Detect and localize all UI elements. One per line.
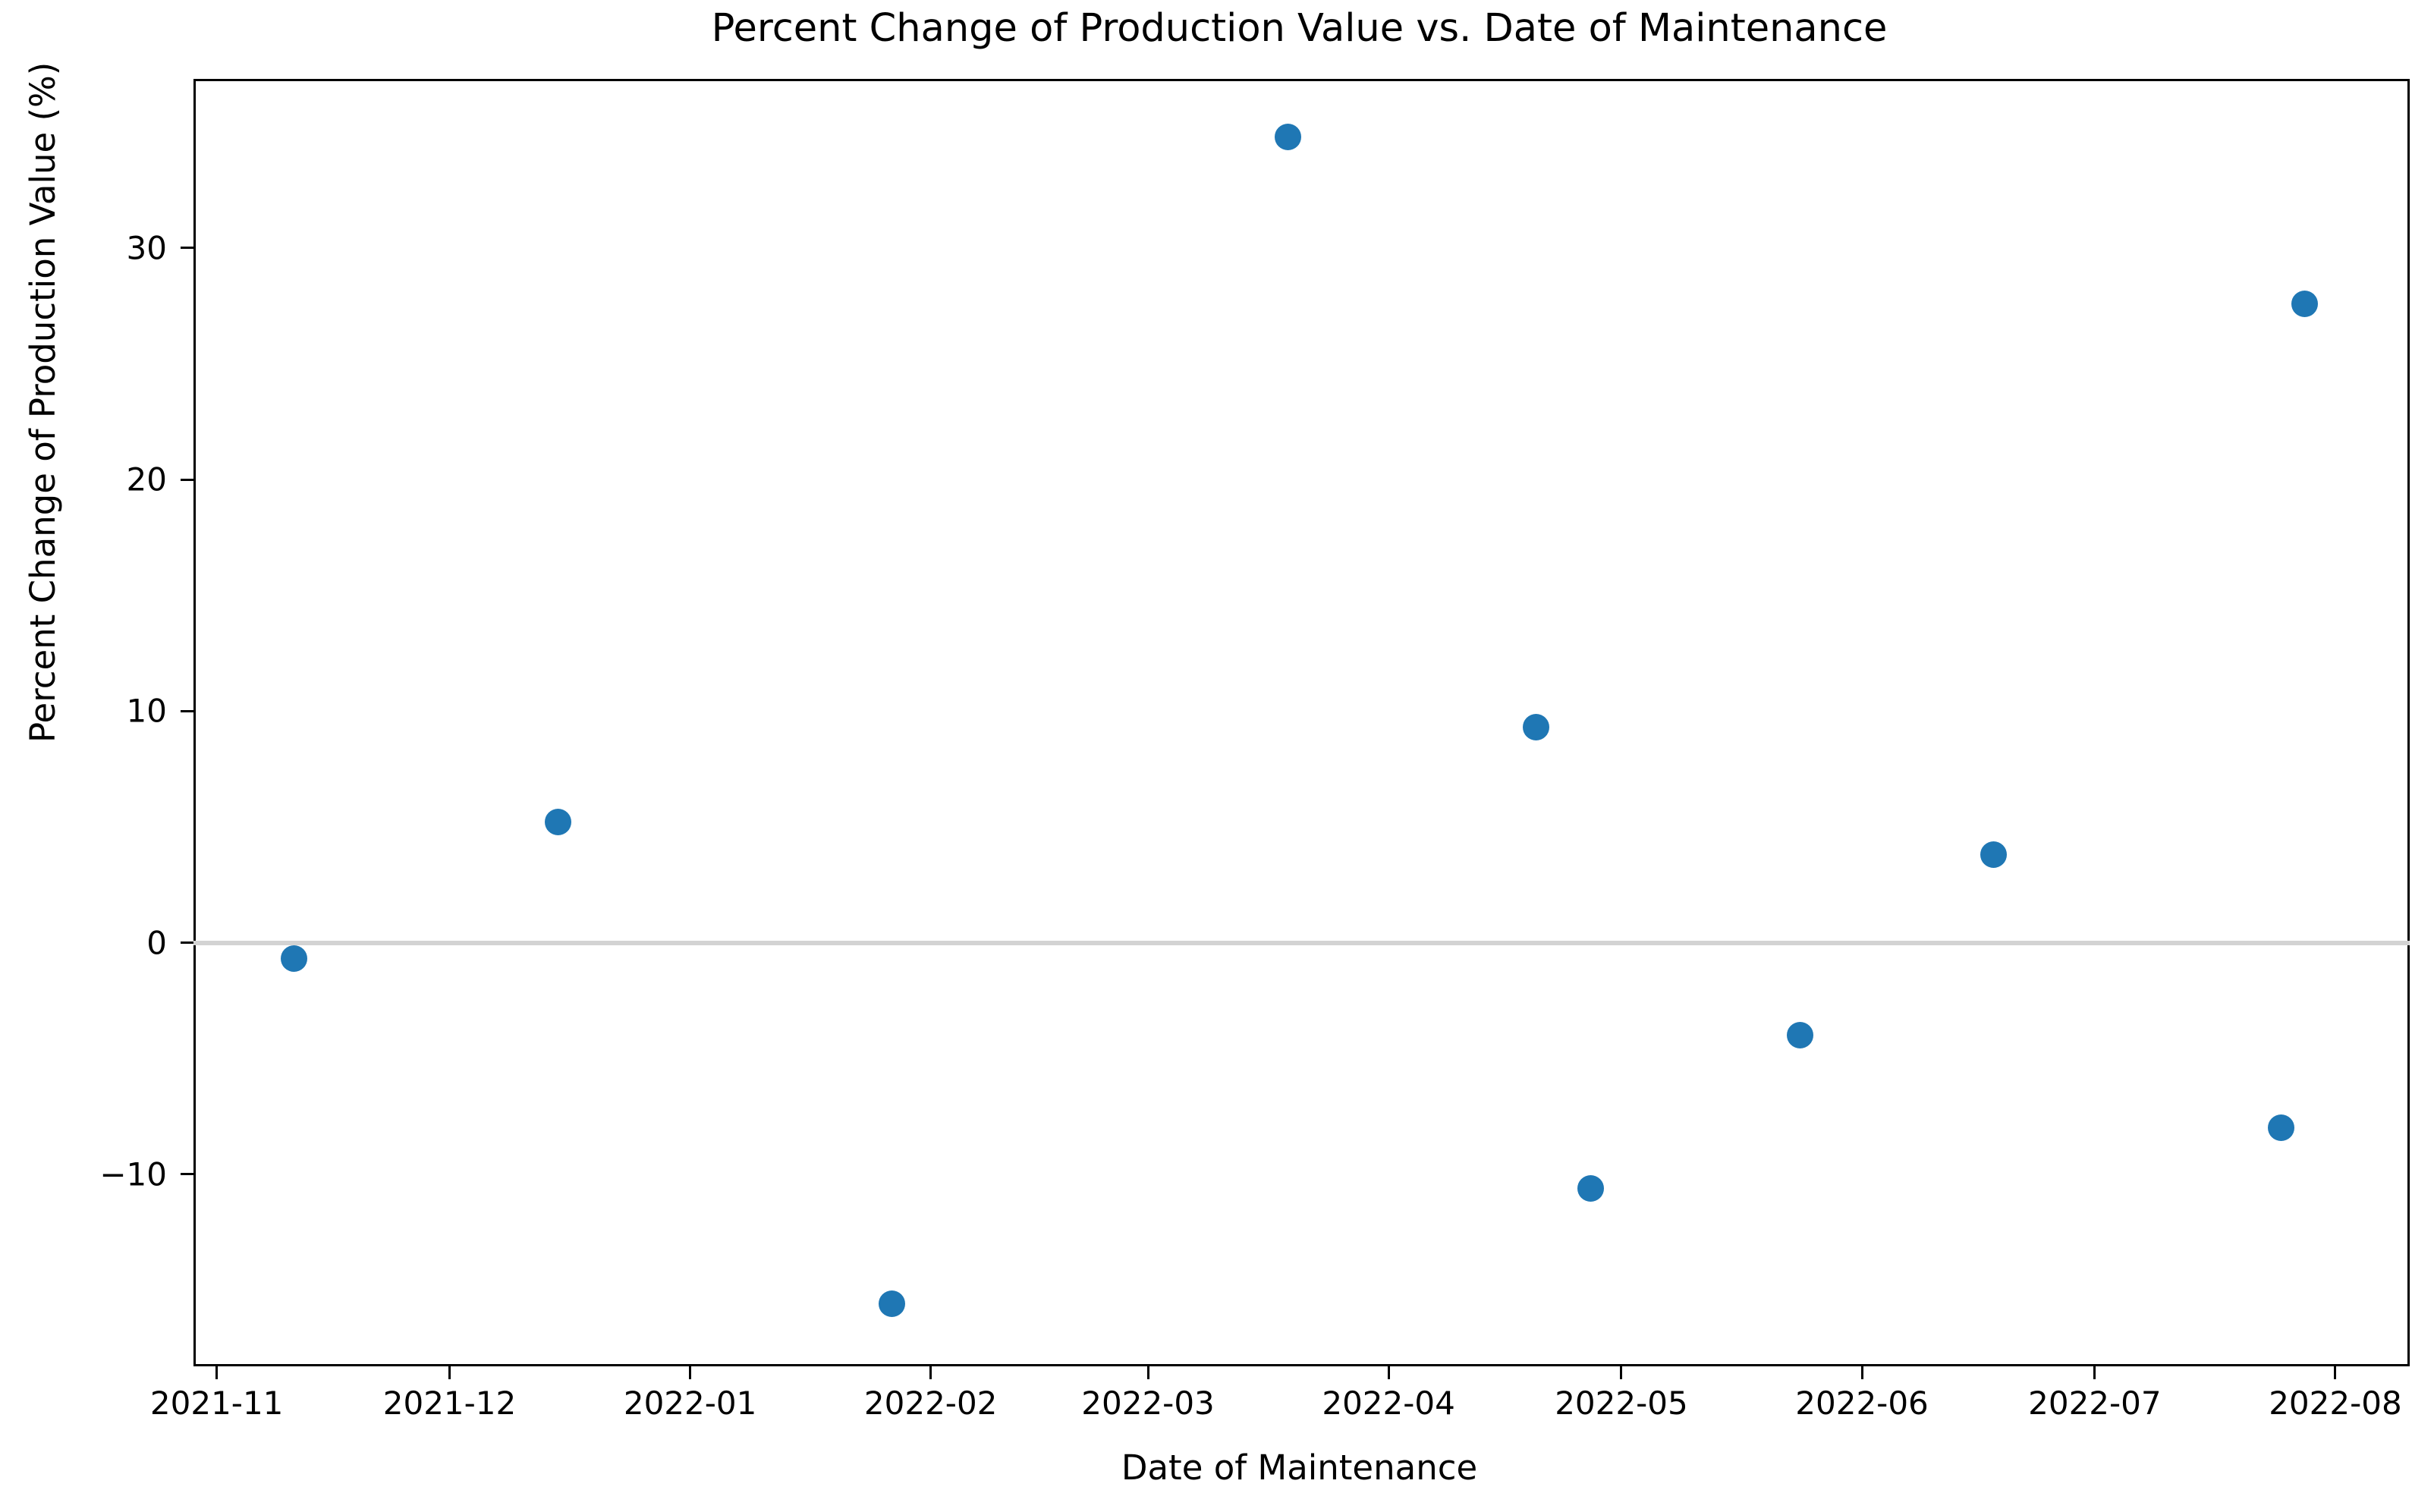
data-point (1577, 1174, 1604, 1202)
data-point (545, 809, 572, 836)
x-tick-label: 2022-05 (1555, 1385, 1688, 1422)
x-tick (1620, 1366, 1623, 1379)
x-tick (215, 1366, 219, 1379)
data-point (1980, 841, 2008, 869)
x-tick (1387, 1366, 1390, 1379)
data-point (2291, 290, 2318, 317)
x-tick (689, 1366, 692, 1379)
x-tick-label: 2022-08 (2269, 1385, 2402, 1422)
y-tick (181, 1173, 193, 1176)
data-point (1786, 1022, 1813, 1049)
y-tick-label: 20 (126, 461, 167, 498)
data-point (879, 1290, 906, 1318)
y-tick-label: 10 (126, 692, 167, 730)
y-tick (181, 478, 193, 481)
data-point (1274, 123, 1301, 150)
y-tick-label: 30 (126, 229, 167, 267)
y-tick (181, 941, 193, 945)
plot-area (193, 79, 2410, 1366)
data-point (2267, 1114, 2294, 1142)
y-tick-label: −10 (99, 1155, 167, 1193)
y-tick (181, 247, 193, 250)
x-tick-label: 2022-03 (1081, 1385, 1215, 1422)
x-tick-label: 2022-06 (1795, 1385, 1929, 1422)
data-point (281, 945, 308, 973)
x-tick-label: 2022-07 (2028, 1385, 2162, 1422)
x-tick (929, 1366, 932, 1379)
data-point (1522, 714, 1549, 741)
x-tick (448, 1366, 451, 1379)
x-tick (2093, 1366, 2096, 1379)
x-tick-label: 2021-11 (149, 1385, 284, 1422)
x-tick (1860, 1366, 1863, 1379)
x-tick (2334, 1366, 2337, 1379)
x-tick-label: 2022-04 (1322, 1385, 1455, 1422)
y-tick (181, 709, 193, 712)
chart-title: Percent Change of Production Value vs. D… (711, 6, 1888, 51)
x-tick-label: 2021-12 (382, 1385, 517, 1422)
x-tick (1146, 1366, 1149, 1379)
y-tick-label: 0 (146, 924, 167, 962)
zero-baseline (193, 940, 2410, 945)
x-tick-label: 2022-02 (863, 1385, 998, 1422)
x-tick-label: 2022-01 (623, 1385, 757, 1422)
x-axis-label: Date of Maintenance (1121, 1448, 1478, 1488)
